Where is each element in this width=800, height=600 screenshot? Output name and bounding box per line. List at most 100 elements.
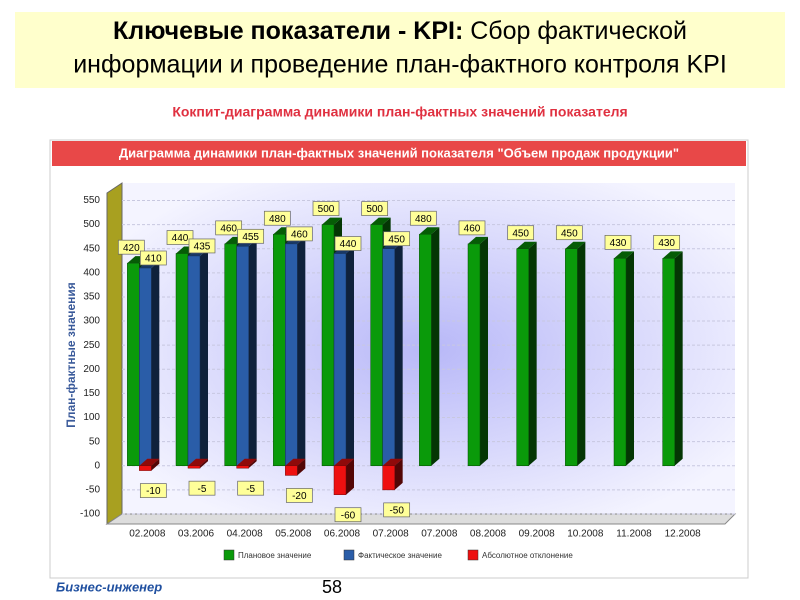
y-tick-label: 550 — [83, 195, 100, 206]
bar — [139, 465, 152, 471]
value-label: 460 — [464, 224, 481, 235]
value-label-box — [188, 238, 216, 254]
bar-side — [528, 241, 537, 466]
value-label: 480 — [269, 214, 286, 225]
value-label-box — [285, 488, 313, 503]
bar-side — [431, 227, 440, 466]
title-line-2: информации и проведение план-фактного ко… — [73, 51, 727, 79]
x-tick-label: 04.2008 — [227, 529, 264, 540]
bar-side — [151, 458, 160, 471]
y-tick-label: 50 — [89, 436, 101, 447]
floor — [105, 513, 737, 525]
bar-side — [346, 246, 354, 466]
bar-side — [674, 251, 683, 466]
x-tick-label: 03.2006 — [178, 529, 215, 540]
value-label: 500 — [366, 204, 383, 215]
y-tick-label: 350 — [83, 292, 100, 303]
legend-label: Фактическое значение — [358, 551, 442, 560]
value-label: 420 — [123, 243, 140, 254]
y-tick-label: 450 — [83, 243, 100, 254]
bar-side — [394, 458, 403, 490]
value-label-box — [555, 225, 583, 241]
bar — [285, 243, 298, 467]
value-label-box — [237, 480, 265, 496]
value-label-box — [507, 225, 535, 241]
title-bold: Ключевые показатели - KPI: — [113, 17, 463, 45]
value-label: 440 — [172, 233, 189, 244]
value-label-box — [215, 220, 243, 236]
value-label-box — [139, 250, 167, 266]
value-label: 500 — [318, 204, 335, 215]
title-box — [15, 12, 785, 88]
bar — [236, 246, 249, 467]
value-label-box — [361, 201, 389, 216]
y-axis-label: План-фактные значения — [64, 282, 78, 428]
legend-swatch — [223, 549, 235, 561]
bar-top — [236, 458, 257, 466]
legend-swatch — [467, 549, 479, 561]
value-label: 450 — [512, 228, 529, 239]
y-wall — [106, 182, 123, 525]
value-label: 460 — [291, 230, 308, 241]
bar-side — [480, 236, 488, 466]
x-tick-label: 09.2008 — [519, 529, 556, 540]
bar — [565, 248, 578, 467]
bar-top — [382, 458, 403, 466]
value-label-box — [334, 236, 362, 251]
bar-side — [248, 239, 257, 466]
value-label: -10 — [146, 486, 161, 497]
value-label: 430 — [658, 238, 675, 249]
value-label-box — [383, 502, 411, 518]
bar-top — [285, 458, 306, 466]
value-label-box — [334, 507, 362, 523]
x-tick-label: 12.2008 — [665, 529, 702, 540]
bar — [370, 224, 383, 467]
bar — [419, 233, 432, 467]
value-label-box — [653, 235, 681, 250]
y-tick-label: 150 — [83, 388, 100, 399]
value-label: 450 — [561, 228, 578, 239]
y-tick-label: 400 — [83, 267, 100, 278]
value-label-box — [166, 230, 194, 245]
bar — [321, 224, 335, 467]
bar-top — [322, 217, 342, 225]
value-label: 410 — [145, 254, 162, 265]
y-tick-label: -100 — [80, 509, 100, 520]
value-label-box — [312, 201, 340, 216]
bar — [224, 243, 237, 467]
y-tick-label: -50 — [86, 485, 101, 496]
bar-side — [626, 251, 634, 466]
legend-swatch — [343, 549, 355, 561]
bar — [613, 258, 627, 467]
x-tick-label: 08.2008 — [470, 529, 507, 540]
bar-side — [297, 236, 306, 466]
value-label: 430 — [610, 238, 627, 249]
bar-side — [297, 458, 306, 476]
chart-title-bar — [52, 141, 746, 166]
slide-title: Ключевые показатели - KPI: Сбор фактичес… — [113, 17, 687, 45]
bar-top — [516, 241, 537, 249]
y-tick-label: 200 — [83, 364, 100, 375]
bar — [285, 465, 298, 476]
y-tick-label: 0 — [94, 460, 100, 471]
value-label-box — [188, 480, 216, 496]
x-tick-label: 10.2008 — [567, 529, 604, 540]
y-tick-label: 500 — [83, 219, 100, 230]
bar-side — [577, 241, 586, 466]
value-label: 450 — [388, 234, 405, 245]
value-label: -5 — [246, 484, 255, 495]
title-rest: Сбор фактической — [463, 17, 687, 45]
bar — [139, 267, 152, 467]
value-label: 460 — [220, 224, 237, 235]
bar-side — [200, 248, 208, 466]
bar — [382, 465, 395, 491]
x-tick-label: 07.2008 — [421, 529, 458, 540]
footer-brand: Бизнес-инженер — [56, 579, 162, 594]
bar-top — [419, 227, 440, 235]
value-label-box — [117, 239, 145, 255]
page-number: 58 — [322, 577, 342, 597]
bar-side — [248, 458, 257, 469]
bar — [467, 243, 481, 467]
bar-top — [139, 458, 160, 466]
